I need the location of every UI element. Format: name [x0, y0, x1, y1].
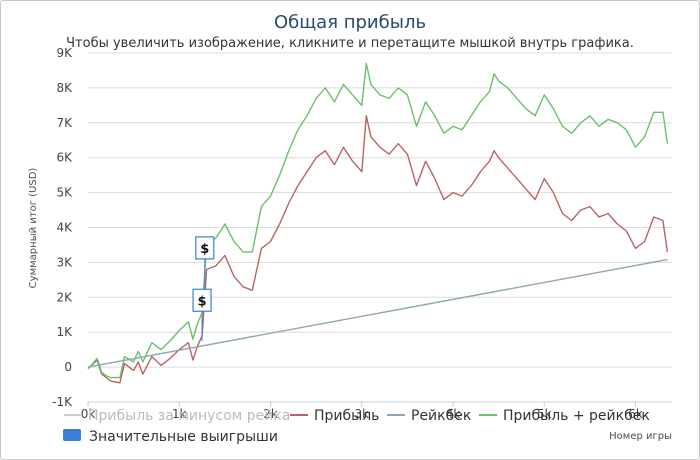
flag-label: $ [198, 294, 207, 309]
x-tick-label: 3k [354, 407, 369, 421]
legend-item-2[interactable]: Рейкбек [387, 408, 471, 424]
y-axis-title: Суммарный итог (USD) [28, 168, 39, 289]
x-tick-label: 4k [446, 407, 461, 421]
legend-label: Значительные выигрыши [89, 429, 278, 445]
flag-label: $ [200, 242, 209, 257]
y-tick-label: 6K [56, 151, 73, 165]
chart-title: Общая прибыль [274, 12, 426, 33]
series-line-1[interactable] [87, 258, 668, 368]
flag-box [192, 288, 212, 312]
legend-label: Прибыль + рейкбек [503, 408, 650, 424]
legend[interactable]: Прибыль за минусом рейка Прибыль Рейкбек Пр… [63, 408, 650, 445]
plot-area[interactable] [87, 62, 669, 384]
y-tick-label: 1K [56, 325, 73, 339]
x-axis-title: Номер игры [609, 431, 672, 442]
flag-box [195, 236, 215, 260]
legend-item-3[interactable]: Прибыль + рейкбек [479, 408, 650, 424]
legend-item-0[interactable]: Прибыль за минусом рейка [64, 408, 290, 424]
y-tick-label: 7K [56, 116, 73, 130]
y-tick-label: 9K [56, 46, 73, 60]
chart-subtitle: Чтобы увеличить изображение, кликните и … [66, 36, 634, 51]
series-line-0[interactable] [87, 115, 669, 384]
y-tick-label: 4K [56, 221, 73, 235]
legend-label: Прибыль [314, 408, 379, 424]
y-tick-label: 2K [56, 290, 73, 304]
y-tick-label: 0 [64, 360, 72, 374]
win-flag-1[interactable]: $ [195, 236, 215, 289]
y-tick-label: 8K [56, 81, 73, 95]
legend-label: Рейкбек [411, 408, 471, 424]
legend-label: Прибыль за минусом рейка [88, 408, 290, 424]
legend-item-1[interactable]: Прибыль [290, 408, 379, 424]
x-tick-label: 5k [537, 407, 552, 421]
y-tick-label: -1K [52, 395, 73, 409]
x-tick-label: 2k [263, 407, 278, 421]
legend-symbol [63, 429, 81, 441]
win-flag-0[interactable]: $ [192, 288, 212, 342]
x-tick-label: 1k [172, 407, 187, 421]
axis-ticks: -1K 0 1K 2K 3K 4K 5K 6K 7K 8K 9K 0k 1k 2k 3k 4k 5k 6k [52, 46, 643, 421]
legend-item-4[interactable]: Значительные выигрыши [63, 429, 278, 445]
y-tick-label: 3K [56, 255, 73, 269]
gridlines [88, 52, 672, 403]
significant-wins-flags: $$ [192, 236, 215, 342]
x-tick-label: 0k [81, 407, 96, 421]
x-tick-label: 6k [628, 407, 643, 421]
y-tick-label: 5K [56, 186, 73, 200]
series-line-2[interactable] [87, 62, 669, 379]
